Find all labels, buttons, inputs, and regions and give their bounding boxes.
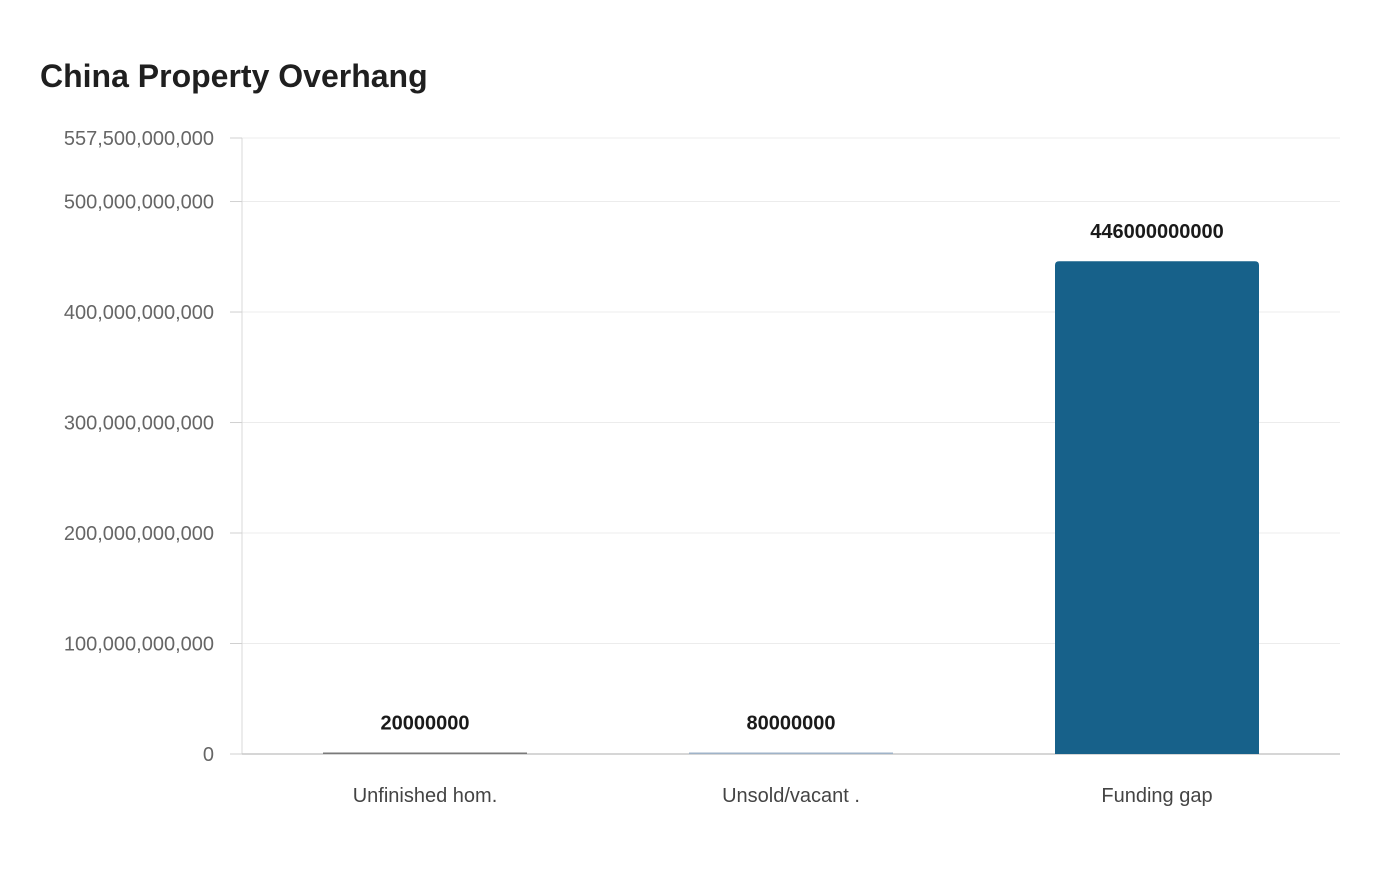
bar [689, 752, 893, 754]
data-label: 80000000 [747, 713, 836, 735]
y-tick-label: 300,000,000,000 [64, 413, 214, 435]
y-tick-label: 500,000,000,000 [64, 192, 214, 214]
y-tick-label: 200,000,000,000 [64, 523, 214, 545]
data-label: 20000000 [381, 713, 470, 735]
chart-title: China Property Overhang [40, 58, 428, 94]
data-label: 446000000000 [1090, 221, 1223, 243]
y-tick-label: 557,500,000,000 [64, 128, 214, 150]
category-labels: Unfinished hom. Unsold/vacant . Funding ga… [353, 785, 1213, 807]
bar [1055, 261, 1259, 754]
y-tick-label: 100,000,000,000 [64, 634, 214, 656]
category-label: Unfinished hom. [353, 785, 498, 807]
category-label: Funding gap [1101, 785, 1212, 807]
bars [323, 261, 1259, 754]
y-tick-label: 400,000,000,000 [64, 302, 214, 324]
gridlines [242, 137, 1340, 645]
data-labels: 20000000 80000000 446000000000 [381, 221, 1224, 734]
y-tick-label: 0 [203, 744, 214, 766]
category-label: Unsold/vacant . [722, 785, 860, 807]
bar [323, 752, 527, 754]
y-tick-labels: 0 100,000,000,000 200,000,000,000 300,000,0… [64, 128, 242, 766]
